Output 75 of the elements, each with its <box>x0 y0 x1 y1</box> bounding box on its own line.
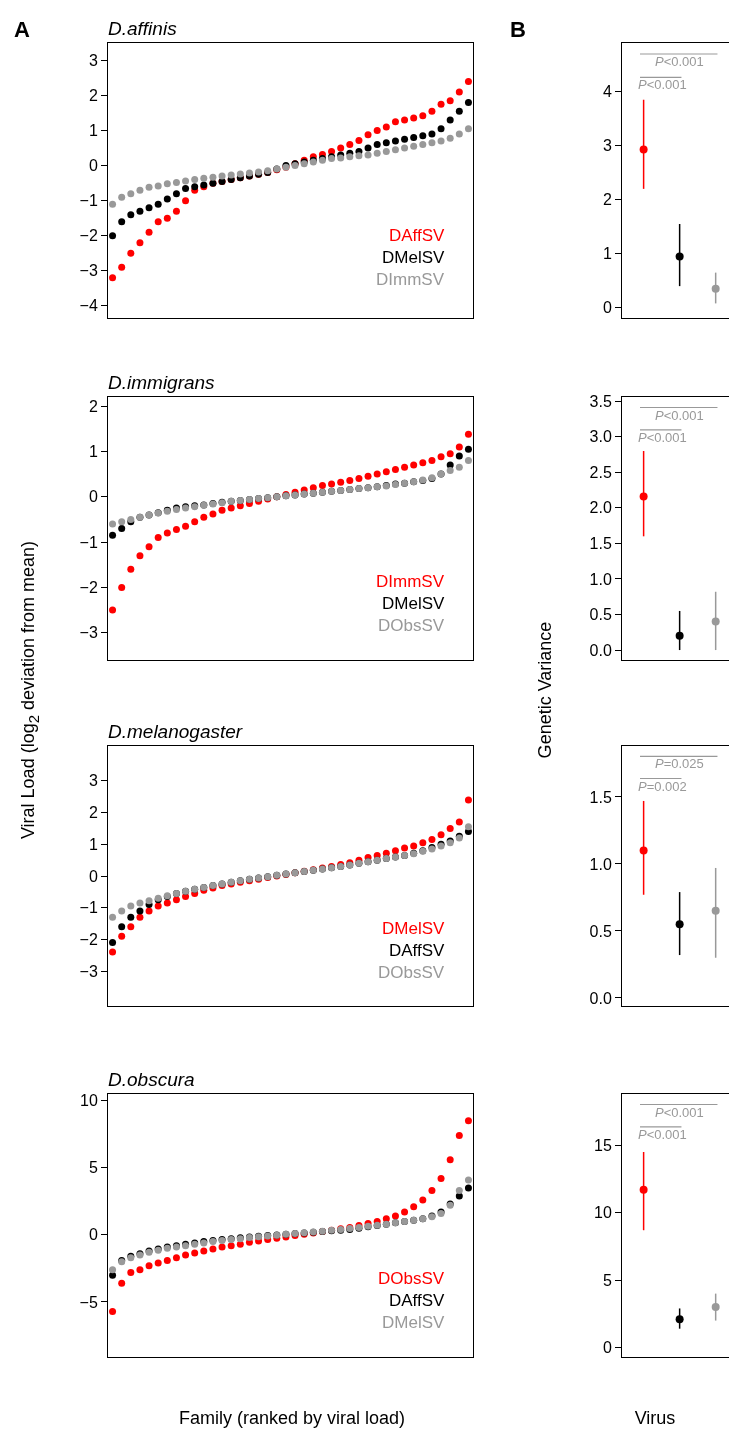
y-tick-label: 2 <box>602 191 612 209</box>
y-tick-label: −5 <box>79 1293 98 1311</box>
y-tick-label: 0 <box>88 867 98 885</box>
chart-title: D.obscura <box>108 1069 195 1090</box>
y-tick-label: 4 <box>602 83 612 101</box>
y-tick-label: 3 <box>602 137 612 155</box>
annotation: P<0.001 <box>655 408 704 423</box>
y-tick-label: −1 <box>79 192 98 210</box>
text: DAffSV <box>389 1291 446 1310</box>
text: DMelSV <box>382 248 446 267</box>
y-tick-label: −3 <box>79 624 98 642</box>
chart-title: D.immigrans <box>108 372 216 393</box>
y-axis-title: Genetic Variance <box>534 621 556 759</box>
y-tick-label: 10 <box>594 1204 612 1222</box>
annotation: P=0.002 <box>638 779 687 794</box>
text: DAffSV <box>389 941 446 960</box>
y-tick-label: 3 <box>88 52 98 70</box>
y-tick-label: −2 <box>79 579 98 597</box>
y-tick-label: 2 <box>88 804 98 822</box>
chart-title: D.melanogaster <box>108 721 243 742</box>
text: DImmSV <box>376 270 445 289</box>
y-tick-label: 0 <box>88 157 98 175</box>
y-tick-label: 1.5 <box>589 788 612 806</box>
y-tick-label: −4 <box>79 297 98 315</box>
text: DObsSV <box>378 963 445 982</box>
y-tick-label: 1.5 <box>589 535 612 553</box>
text: DObsSV <box>378 616 445 635</box>
text: DObsSV <box>378 1269 445 1288</box>
y-tick-label: 2 <box>88 397 98 415</box>
y-tick-label: 3.0 <box>589 428 612 446</box>
y-tick-label: 5 <box>602 1271 612 1289</box>
y-tick-label: 1 <box>602 245 612 263</box>
y-tick-label: 0.0 <box>589 641 612 659</box>
y-tick-label: 0 <box>602 299 612 317</box>
y-tick-label: 0.5 <box>589 606 612 624</box>
x-axis-title: Virus <box>634 1407 676 1429</box>
x-axis-title: Family (ranked by viral load) <box>178 1407 406 1429</box>
text: DImmSV <box>376 572 445 591</box>
y-tick-label: −3 <box>79 962 98 980</box>
y-tick-label: 3 <box>88 772 98 790</box>
y-tick-label: 0 <box>88 1226 98 1244</box>
y-tick-label: 1 <box>88 443 98 461</box>
y-tick-label: −1 <box>79 899 98 917</box>
y-tick-label: 10 <box>80 1092 98 1110</box>
y-tick-label: −1 <box>79 533 98 551</box>
annotation: P=0.025 <box>655 756 704 771</box>
y-tick-label: 2.5 <box>589 463 612 481</box>
y-tick-label: −2 <box>79 227 98 245</box>
text: B <box>510 17 526 43</box>
y-tick-label: 0.5 <box>589 922 612 940</box>
y-tick-label: 1 <box>88 122 98 140</box>
annotation: P<0.001 <box>655 1105 704 1120</box>
text: DAffSV <box>389 226 446 245</box>
text: DMelSV <box>382 919 446 938</box>
y-tick-label: 0.0 <box>589 989 612 1007</box>
text: A <box>14 17 30 43</box>
annotation: P<0.001 <box>655 54 704 69</box>
y-tick-label: 1.0 <box>589 570 612 588</box>
y-tick-label: 15 <box>594 1136 612 1154</box>
text: DMelSV <box>382 1313 446 1332</box>
y-tick-label: 2 <box>88 87 98 105</box>
y-tick-label: 2.0 <box>589 499 612 517</box>
y-tick-label: 1 <box>88 835 98 853</box>
annotation: P<0.001 <box>638 430 687 445</box>
annotation: P<0.001 <box>638 77 687 92</box>
y-tick-label: 0 <box>602 1339 612 1357</box>
y-tick-label: −2 <box>79 931 98 949</box>
y-tick-label: 0 <box>88 488 98 506</box>
y-tick-label: 3.5 <box>589 392 612 410</box>
y-tick-label: 5 <box>88 1159 98 1177</box>
y-tick-label: −3 <box>79 262 98 280</box>
chart-title: D.affinis <box>108 18 178 39</box>
text: DMelSV <box>382 594 446 613</box>
annotation: P<0.001 <box>638 1127 687 1142</box>
y-tick-label: 1.0 <box>589 855 612 873</box>
